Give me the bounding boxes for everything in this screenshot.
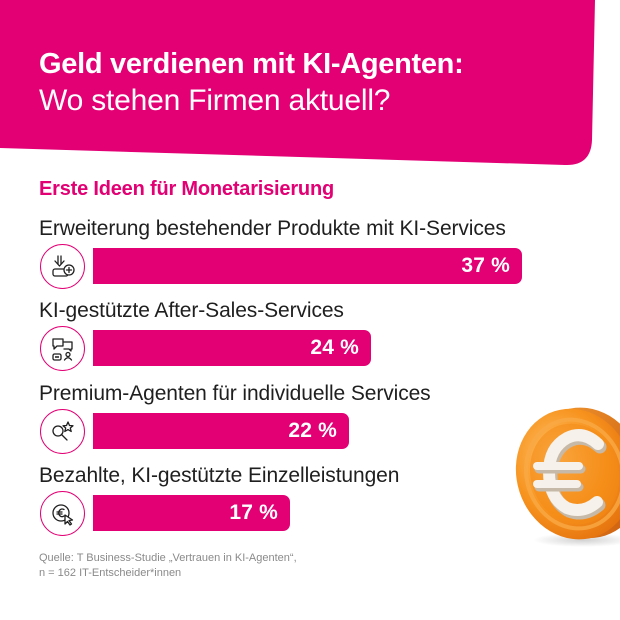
euro-coin-icon <box>515 407 620 547</box>
source-line-1: Quelle: T Business-Studie „Vertrauen in … <box>39 552 297 564</box>
title-line-1: Geld verdienen mit KI-Agenten: <box>39 48 464 80</box>
source-note: Quelle: T Business-Studie „Vertrauen in … <box>39 551 297 581</box>
bar-label: KI-gestützte After-Sales-Services <box>39 299 344 322</box>
source-line-2: n = 162 IT-Entscheider*innen <box>39 567 182 579</box>
euro-click-icon <box>40 491 85 536</box>
bar-label: Premium-Agenten für individuelle Service… <box>39 382 431 405</box>
header-banner <box>0 0 595 166</box>
search-star-icon <box>40 409 85 454</box>
chat-bot-user-icon <box>40 326 85 371</box>
chart-subtitle: Erste Ideen für Monetarisierung <box>39 178 334 200</box>
page-title: Geld verdienen mit KI-Agenten: Wo stehen… <box>39 46 464 120</box>
download-box-plus-icon <box>40 244 85 289</box>
bar-22: 22 % <box>93 413 349 449</box>
bar-37: 37 % <box>93 248 522 284</box>
bar-value: 22 % <box>288 419 337 442</box>
bar-label: Erweiterung bestehender Produkte mit KI-… <box>39 217 506 240</box>
title-line-2: Wo stehen Firmen aktuell? <box>39 84 391 117</box>
bar-24: 24 % <box>93 330 371 366</box>
bar-value: 24 % <box>310 336 359 359</box>
bar-value: 37 % <box>461 254 510 277</box>
bar-value: 17 % <box>229 501 278 524</box>
bar-17: 17 % <box>93 495 290 531</box>
bar-label: Bezahlte, KI-gestützte Einzelleistungen <box>39 464 400 487</box>
